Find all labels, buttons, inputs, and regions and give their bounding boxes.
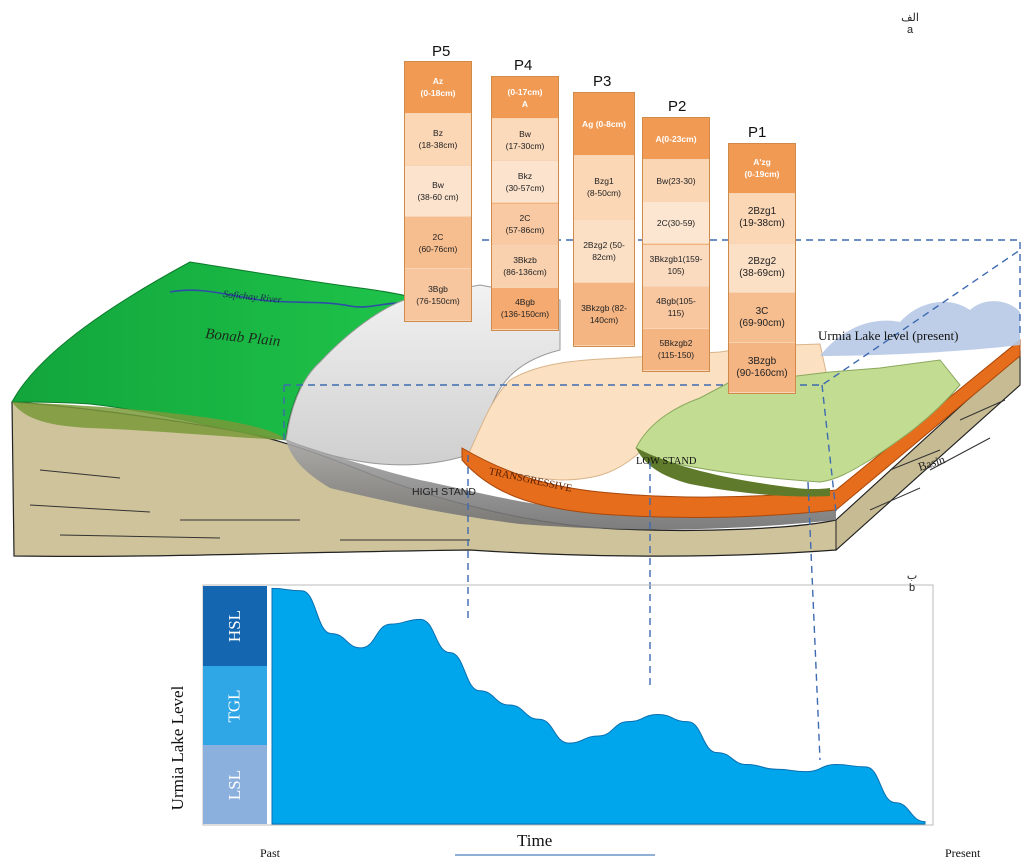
horizon-cell: 3Bkzgb (82- 140cm) [574, 282, 634, 346]
horizon-cell: 2Bzg2 (50- 82cm) [574, 219, 634, 283]
chart-x-label: Time [517, 831, 553, 850]
horizon-cell: 3Bkzb (86-136cm) [492, 245, 558, 288]
transgressive-layer [461, 338, 1021, 518]
horizon-cell: Bw (17-30cm) [492, 119, 558, 162]
horizon-cell: (0-17cm) A [492, 77, 558, 120]
horizon-cell: 2Bzg2 (38-69cm) [729, 243, 795, 294]
plain-olive-edge [12, 402, 286, 440]
strata-lines [29, 399, 1006, 541]
horizon-cell: 4Bgb(105- 115) [643, 286, 709, 329]
dashed-frames [283, 239, 1021, 513]
chart-x-start-label: Past [260, 846, 281, 860]
band-label: LSL [224, 769, 244, 800]
time-connectors [467, 455, 821, 761]
panel-b-persian: ب [906, 570, 918, 582]
chart-x-end-label: Present [945, 846, 981, 860]
horizon-cell: 2Bzg1 (19-38cm) [729, 193, 795, 244]
horizon-cell: 3Bkzgb1(159- 105) [643, 244, 709, 287]
high-stand-shadow [286, 440, 836, 530]
profile-title: P3 [593, 73, 612, 90]
horizon-cell: 3Bgb (76-150cm) [405, 269, 471, 321]
horizon-cell: Bw(23-30) [643, 160, 709, 203]
profile-column: (0-17cm) A Bw (17-30cm) Bkz (30-57cm) 2C (5… [491, 76, 559, 331]
ground-right-face [835, 350, 1021, 552]
band-hsl: HSL [203, 586, 267, 666]
band-label: TGL [224, 688, 244, 723]
panel-b-latin: b [908, 582, 916, 594]
profile-title: P2 [668, 98, 687, 115]
horizon-cell: Bzg1 (8-50cm) [574, 156, 634, 220]
horizon-cell: Bkz (30-57cm) [492, 161, 558, 204]
lake-present-label: Urmia Lake level (present) [818, 328, 959, 343]
chart-y-label: Urmia Lake Level [168, 685, 187, 811]
profile-title: P4 [514, 57, 533, 74]
lake-present [820, 301, 1020, 356]
horizon-cell: 2C (60-76cm) [405, 217, 471, 270]
horizon-cell: 4Bgb (136-150cm) [492, 287, 558, 330]
panel-a-persian: الف [901, 12, 919, 24]
low-stand-surface [635, 359, 961, 483]
horizon-cell: 2C(30-59) [643, 202, 709, 245]
horizon-cell: 3Bzgb (90-160cm) [729, 343, 795, 393]
horizon-cell: Bz (18-38cm) [405, 113, 471, 166]
horizon-cell: A(0-23cm) [643, 118, 709, 161]
band-tgl: TGL [203, 666, 267, 745]
river [169, 289, 411, 308]
chart [202, 584, 934, 856]
horizon-cell: Ag (0-8cm) [574, 93, 634, 157]
lake-level-area [271, 587, 926, 825]
horizon-cell: A'zg (0-19cm) [729, 144, 795, 194]
band-lsl: LSL [203, 745, 267, 824]
horizon-cell: 5Bkzgb2 (115-150) [643, 328, 709, 371]
profile-column: A'zg (0-19cm) 2Bzg1 (19-38cm) 2Bzg2 (38-69… [728, 143, 796, 394]
block-diagram [11, 239, 1021, 761]
low-stand-edge [636, 448, 830, 497]
horizon-cell: 3C (69-90cm) [729, 293, 795, 344]
profile-column: A(0-23cm) Bw(23-30) 2C(30-59) 3Bkzgb1(159- … [642, 117, 710, 372]
profile-title: P5 [432, 43, 451, 60]
panel-a-latin: a [906, 24, 914, 36]
profile-title: P1 [748, 124, 767, 141]
panel-a-label: الف a [900, 12, 920, 36]
panel-b-label: ب b [902, 570, 922, 594]
band-label: HSL [225, 609, 244, 643]
profile-column: Ag (0-8cm) Bzg1 (8-50cm) 2Bzg2 (50- 82cm) 3… [573, 92, 635, 347]
horizon-cell: Bw (38-60 cm) [405, 165, 471, 218]
horizon-cell: Az (0-18cm) [405, 62, 471, 114]
high-stand-label: HIGH STAND [412, 486, 476, 498]
horizon-cell: 2C (57-86cm) [492, 203, 558, 246]
profile-column: Az (0-18cm) Bz (18-38cm) Bw (38-60 cm) 2C (… [404, 61, 472, 322]
low-stand-label: LOW STAND [636, 456, 697, 467]
